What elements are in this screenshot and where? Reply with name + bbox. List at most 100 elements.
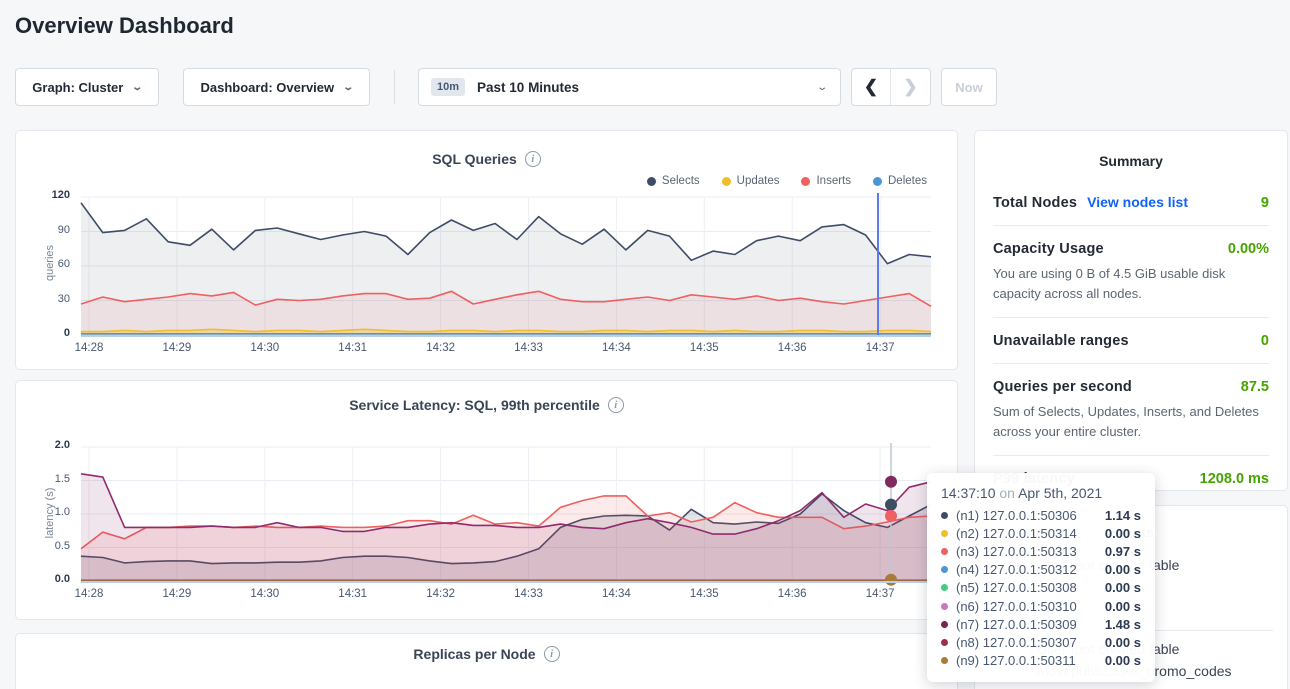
node-color-dot-icon <box>941 602 948 610</box>
dashboard-dropdown-label: Dashboard: Overview <box>200 79 335 95</box>
y-axis-tick: 60 <box>57 258 70 270</box>
graph-dropdown[interactable]: Graph: Cluster ⌄ <box>15 68 159 106</box>
x-axis-line <box>81 335 931 337</box>
x-axis-tick: 14:35 <box>689 342 719 354</box>
x-axis-line <box>81 581 931 583</box>
x-axis-tick: 14:37 <box>865 588 895 600</box>
x-axis-tick: 14:29 <box>162 342 192 354</box>
x-axis-tick: 14:29 <box>162 588 192 600</box>
summary-row-unavailable-ranges: Unavailable ranges 0 <box>993 317 1269 363</box>
y-axis-tick: 1.5 <box>54 472 70 485</box>
x-axis-tick: 14:32 <box>426 342 455 354</box>
x-axis-tick: 14:34 <box>602 588 631 600</box>
service-latency-title: Service Latency: SQL, 99th percentile <box>349 397 600 413</box>
legend-item-updates[interactable]: Updates <box>721 175 779 187</box>
queries-per-second-subtext: Sum of Selects, Updates, Inserts, and De… <box>993 404 1259 439</box>
chevron-down-icon: ⌄ <box>131 81 144 93</box>
summary-panel: Summary Total Nodes View nodes list 9 Ca… <box>974 130 1288 491</box>
time-range-badge: 10m <box>431 78 466 96</box>
tooltip-node-row: (n2) 127.0.0.1:50314 0.00 s <box>941 524 1141 542</box>
x-axis-tick: 14:33 <box>514 588 543 600</box>
y-axis-tick: 90 <box>57 223 70 236</box>
time-next-button[interactable]: ❯ <box>891 69 930 105</box>
x-axis-tick: 14:28 <box>74 588 104 600</box>
page-title: Overview Dashboard <box>15 13 234 38</box>
chevron-left-icon: ❮ <box>863 77 879 96</box>
node-color-dot-icon <box>941 638 948 646</box>
time-range-label: Past 10 Minutes <box>477 79 580 95</box>
unavailable-ranges-value: 0 <box>1260 333 1269 349</box>
legend-dot-icon <box>801 176 811 186</box>
chevron-down-icon: ⌄ <box>815 81 828 93</box>
node-color-dot-icon <box>941 657 948 665</box>
total-nodes-label: Total Nodes <box>993 195 1078 211</box>
node-color-dot-icon <box>941 620 948 628</box>
latency-chart[interactable] <box>80 443 932 586</box>
x-axis-tick: 14:33 <box>514 342 543 354</box>
chart-hover-tooltip: 14:37:10 on Apr 5th, 2021 (n1) 127.0.0.1… <box>927 473 1155 682</box>
info-icon[interactable]: i <box>607 397 624 413</box>
x-axis-tick: 14:30 <box>250 588 280 600</box>
dashboard-dropdown[interactable]: Dashboard: Overview ⌄ <box>183 68 370 106</box>
x-axis-tick: 14:32 <box>426 588 455 600</box>
tooltip-node-row: (n3) 127.0.0.1:50313 0.97 s <box>941 542 1141 560</box>
now-button[interactable]: Now <box>941 68 997 106</box>
y-axis-tick: 30 <box>57 292 70 305</box>
tooltip-node-row: (n9) 127.0.0.1:50311 0.00 s <box>941 652 1141 670</box>
sql-queries-chart[interactable] <box>80 193 932 335</box>
capacity-usage-label: Capacity Usage <box>993 241 1104 257</box>
p99-latency-value: 1208.0 ms <box>1199 471 1269 487</box>
tooltip-node-row: (n7) 127.0.0.1:50309 1.48 s <box>941 615 1141 633</box>
x-axis-tick: 14:36 <box>777 342 807 354</box>
y-axis-tick: 0 <box>63 327 70 339</box>
time-nav-group: ❮ ❯ <box>851 68 931 106</box>
tooltip-node-row: (n4) 127.0.0.1:50312 0.00 s <box>941 561 1141 579</box>
x-axis-tick: 14:31 <box>338 588 368 600</box>
chevron-right-icon: ❯ <box>903 77 918 96</box>
legend-dot-icon <box>873 176 882 186</box>
view-nodes-list-link[interactable]: View nodes list <box>1087 194 1188 210</box>
info-icon[interactable]: i <box>543 646 560 662</box>
node-color-dot-icon <box>941 547 948 555</box>
summary-row-capacity: Capacity Usage 0.00% You are using 0 B o… <box>993 225 1269 317</box>
tooltip-node-row: (n5) 127.0.0.1:50308 0.00 s <box>941 579 1141 597</box>
summary-row-total-nodes: Total Nodes View nodes list 9 <box>993 179 1269 225</box>
graph-dropdown-label: Graph: Cluster <box>32 79 124 95</box>
legend-item-selects[interactable]: Selects <box>646 175 700 187</box>
unavailable-ranges-label: Unavailable ranges <box>993 333 1129 349</box>
x-axis-tick: 14:31 <box>338 342 368 354</box>
node-color-dot-icon <box>941 511 948 519</box>
y-axis-tick: 2.0 <box>54 439 70 451</box>
toolbar-divider <box>394 70 395 104</box>
x-axis-tick: 14:28 <box>74 342 104 354</box>
tooltip-node-row: (n1) 127.0.0.1:50306 1.14 s <box>941 506 1141 524</box>
sql-queries-card: SQL Queries i Selects Updates Inserts Delet… <box>15 130 958 370</box>
service-latency-card: Service Latency: SQL, 99th percentile i … <box>15 380 958 620</box>
time-prev-button[interactable]: ❮ <box>852 69 892 105</box>
capacity-usage-value: 0.00% <box>1227 241 1269 257</box>
capacity-usage-subtext: You are using 0 B of 4.5 GiB usable disk… <box>993 266 1226 301</box>
x-axis-tick: 14:36 <box>777 588 807 600</box>
node-color-dot-icon <box>941 584 948 592</box>
y-axis-tick: 0.0 <box>54 573 70 585</box>
sql-queries-title: SQL Queries <box>432 151 517 167</box>
summary-row-qps: Queries per second 87.5 Sum of Selects, … <box>993 363 1269 455</box>
legend-dot-icon <box>646 176 656 186</box>
node-color-dot-icon <box>941 529 948 537</box>
node-color-dot-icon <box>941 566 948 574</box>
x-axis-tick: 14:30 <box>250 342 280 354</box>
legend-dot-icon <box>721 176 731 186</box>
y-axis-tick: 1.0 <box>54 506 70 518</box>
x-axis-tick: 14:34 <box>602 342 631 354</box>
tooltip-node-row: (n6) 127.0.0.1:50310 0.00 s <box>941 597 1141 615</box>
legend-item-deletes[interactable]: Deletes <box>873 175 927 187</box>
time-range-dropdown[interactable]: 10m Past 10 Minutes ⌄ <box>418 68 841 106</box>
y-axis-tick: 120 <box>51 189 70 201</box>
sql-queries-legend: Selects Updates Inserts Deletes <box>646 175 927 187</box>
info-icon[interactable]: i <box>524 151 541 167</box>
queries-per-second-label: Queries per second <box>993 379 1132 395</box>
total-nodes-value: 9 <box>1260 195 1269 211</box>
legend-item-inserts[interactable]: Inserts <box>801 175 851 187</box>
replicas-per-node-card: Replicas per Node i <box>15 633 958 689</box>
